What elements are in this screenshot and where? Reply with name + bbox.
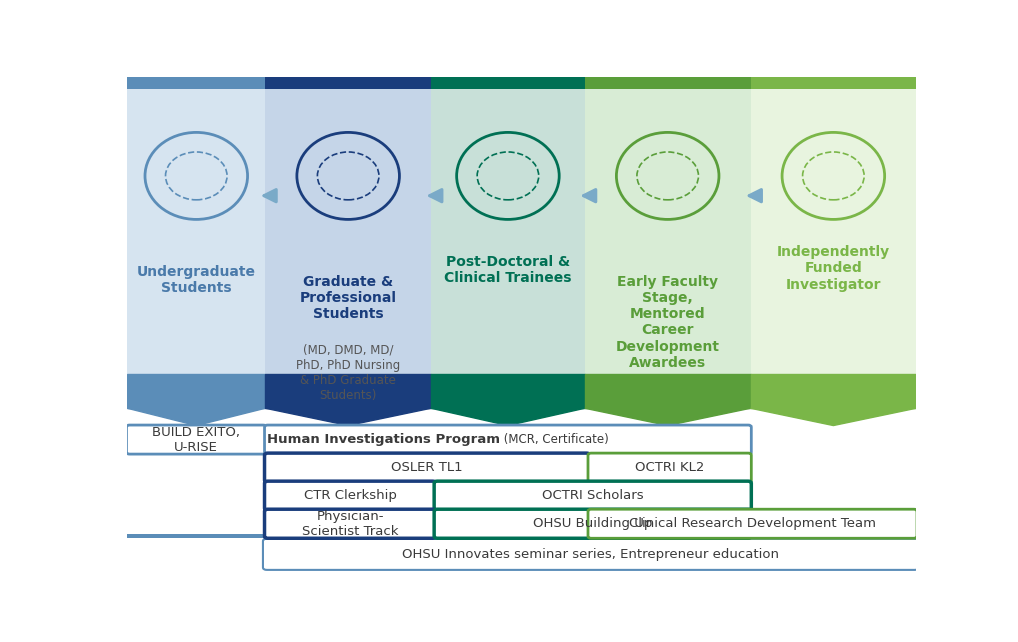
FancyBboxPatch shape	[265, 481, 436, 510]
Bar	[750, 89, 916, 374]
Text: OHSU Building Up: OHSU Building Up	[533, 517, 653, 530]
Ellipse shape	[782, 132, 885, 220]
Text: Undergraduate
Students: Undergraduate Students	[136, 265, 256, 295]
Bar	[584, 77, 750, 89]
Polygon shape	[266, 408, 431, 426]
Text: Early Faculty
Stage,
Mentored
Career
Development
Awardees: Early Faculty Stage, Mentored Career Dev…	[616, 275, 720, 370]
FancyBboxPatch shape	[263, 539, 918, 570]
Text: Clinical Research Development Team: Clinical Research Development Team	[629, 517, 876, 530]
Text: OCTRI KL2: OCTRI KL2	[635, 461, 704, 474]
FancyBboxPatch shape	[588, 509, 917, 538]
FancyBboxPatch shape	[126, 425, 266, 454]
Text: OHSU Innovates seminar series, Entrepreneur education: OHSU Innovates seminar series, Entrepren…	[402, 548, 779, 561]
Bar	[266, 77, 431, 89]
Bar	[266, 89, 431, 374]
FancyBboxPatch shape	[434, 509, 751, 538]
Bar	[127, 77, 266, 89]
Text: BUILD EXITO,
U-RISE: BUILD EXITO, U-RISE	[153, 426, 240, 454]
Text: OCTRI Scholars: OCTRI Scholars	[542, 489, 643, 502]
Text: (MD, DMD, MD/
PhD, PhD Nursing
& PhD Graduate
Students): (MD, DMD, MD/ PhD, PhD Nursing & PhD Gra…	[296, 344, 400, 402]
Text: Graduate &
Professional
Students: Graduate & Professional Students	[299, 275, 397, 321]
FancyBboxPatch shape	[265, 453, 589, 482]
Ellipse shape	[616, 132, 719, 220]
Bar	[431, 89, 585, 374]
FancyBboxPatch shape	[265, 425, 751, 454]
Ellipse shape	[457, 132, 559, 220]
Bar	[431, 534, 585, 538]
Text: Physician-
Scientist Track: Physician- Scientist Track	[302, 510, 398, 538]
Polygon shape	[584, 408, 750, 426]
FancyBboxPatch shape	[588, 453, 751, 482]
Polygon shape	[127, 374, 266, 408]
Polygon shape	[266, 374, 431, 408]
Polygon shape	[127, 408, 266, 426]
Polygon shape	[750, 374, 916, 408]
Text: (MCR, Certificate): (MCR, Certificate)	[500, 433, 609, 446]
Bar	[127, 89, 266, 374]
Polygon shape	[584, 374, 750, 408]
Text: OSLER TL1: OSLER TL1	[391, 461, 463, 474]
Bar	[750, 534, 916, 538]
Polygon shape	[750, 408, 916, 426]
Bar	[750, 77, 916, 89]
Bar	[584, 89, 750, 374]
Polygon shape	[431, 374, 585, 408]
Bar	[584, 534, 750, 538]
Text: Post-Doctoral &
Clinical Trainees: Post-Doctoral & Clinical Trainees	[444, 255, 572, 285]
Bar	[431, 77, 585, 89]
Bar	[127, 534, 266, 538]
Ellipse shape	[145, 132, 247, 220]
FancyBboxPatch shape	[434, 481, 751, 510]
Text: Independently
Funded
Investigator: Independently Funded Investigator	[777, 245, 890, 291]
Bar	[266, 534, 431, 538]
Text: CTR Clerkship: CTR Clerkship	[303, 489, 397, 502]
Polygon shape	[431, 408, 585, 426]
FancyBboxPatch shape	[265, 509, 436, 538]
Ellipse shape	[297, 132, 399, 220]
Text: Human Investigations Program: Human Investigations Program	[267, 433, 500, 446]
